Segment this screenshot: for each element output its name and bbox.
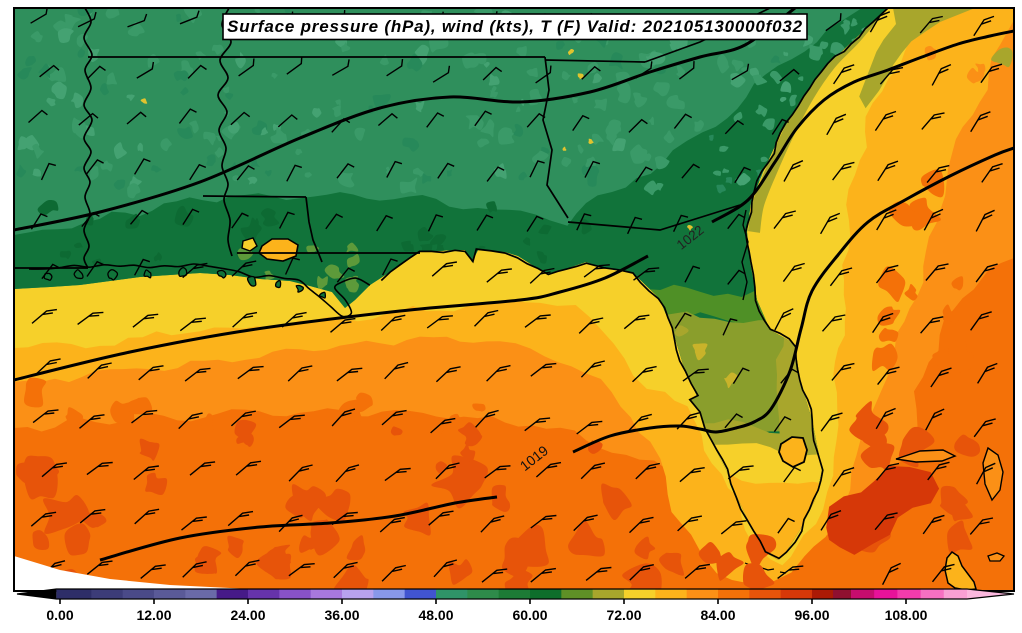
svg-text:Surface pressure (hPa), wind (: Surface pressure (hPa), wind (kts), T (F…: [227, 17, 803, 36]
svg-text:60.00: 60.00: [512, 607, 547, 623]
svg-text:48.00: 48.00: [418, 607, 453, 623]
svg-text:84.00: 84.00: [700, 607, 735, 623]
svg-text:36.00: 36.00: [324, 607, 359, 623]
svg-text:96.00: 96.00: [794, 607, 829, 623]
svg-text:108.00: 108.00: [885, 607, 928, 623]
svg-text:72.00: 72.00: [606, 607, 641, 623]
svg-text:12.00: 12.00: [136, 607, 171, 623]
svg-text:0.00: 0.00: [46, 607, 73, 623]
svg-text:24.00: 24.00: [230, 607, 265, 623]
